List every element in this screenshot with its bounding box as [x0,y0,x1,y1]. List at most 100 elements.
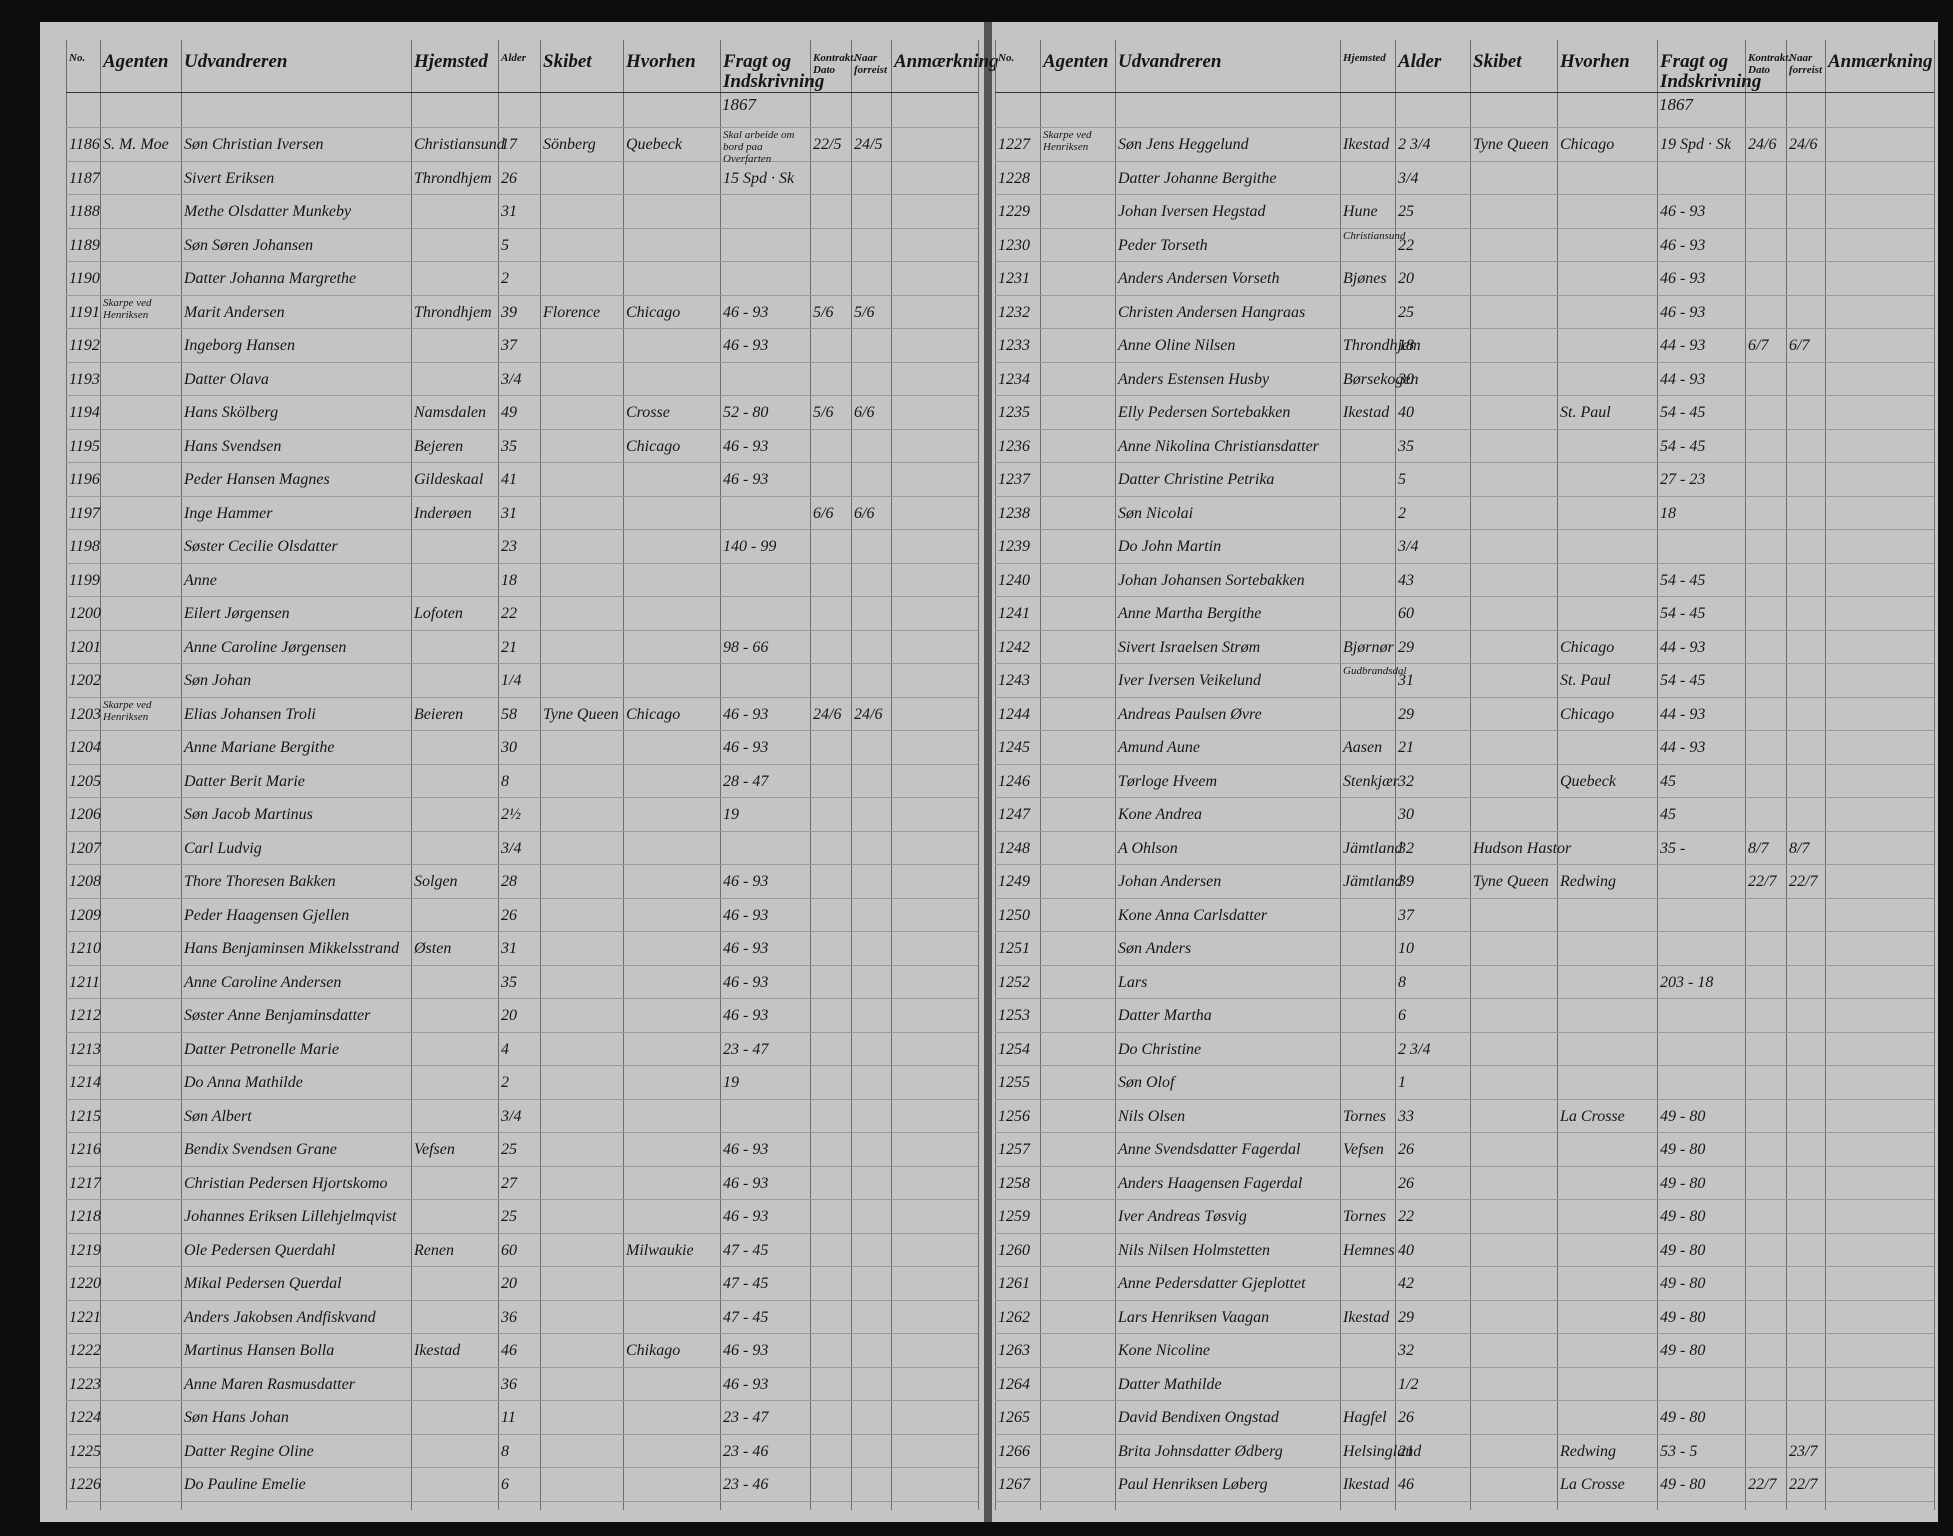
cell-age: 49 [501,404,517,421]
cell-emigrant: David Bendixen Ongstad [1118,1409,1279,1426]
cell-age: 26 [501,169,517,187]
cell-home: Ikestad [1343,1476,1390,1493]
cell-age: 22 [501,605,517,622]
column-rule [100,40,101,1510]
cell-home: Throndhjem [414,303,492,321]
column-rule [1745,40,1746,1510]
cell-emigrant: Lars Henriksen Vaagan [1118,1308,1270,1326]
column-rule [1825,40,1826,1510]
cell-age: 35 [1398,437,1414,455]
cell-no: 1224 [69,1409,101,1426]
cell-age: 22 [1398,1208,1414,1225]
column-rule [1470,40,1471,1510]
cell-age: 32 [1398,772,1414,790]
cell-age: 36 [501,1308,517,1326]
row-rule [995,629,1934,631]
cell-fare: 47 - 45 [723,1308,769,1326]
cell-contract: 6/7 [1748,337,1769,354]
row-rule [66,1065,978,1066]
row-rule [66,261,978,262]
cell-no: 1243 [998,672,1030,689]
row-rule [66,495,978,497]
row-rule [66,730,978,731]
column-header: Fragt og Indskrivning [723,51,825,92]
row-rule [66,1232,978,1234]
row-rule [66,1199,978,1200]
cell-home: Hagfel [1343,1409,1387,1426]
row-rule [66,897,978,899]
cell-no: 1245 [998,739,1030,756]
cell-no: 1241 [998,605,1030,622]
cell-emigrant: Datter Regine Oline [184,1442,314,1460]
row-rule [995,1299,1934,1301]
cell-no: 1211 [69,973,100,991]
row-rule [66,1500,978,1502]
cell-dest: Redwing [1560,1442,1616,1460]
cell-age: 22 [1398,236,1414,254]
row-rule [66,395,978,396]
cell-age: 33 [1398,1107,1414,1125]
row-rule [66,1098,978,1100]
cell-contract: 22/7 [1748,873,1777,890]
cell-dest: La Crosse [1560,1476,1625,1493]
cell-fare: 49 - 80 [1660,1308,1706,1326]
cell-age: 2½ [501,806,521,823]
row-rule [66,562,978,564]
cell-emigrant: Carl Ludvig [184,839,262,857]
row-rule [66,529,978,530]
cell-emigrant: Iver Iversen Veikelund [1118,672,1262,689]
cell-home: Solgen [414,873,458,890]
cell-emigrant: Do Christine [1118,1040,1202,1058]
cell-emigrant: Brita Johnsdatter Ødberg [1118,1442,1283,1460]
cell-emigrant: Søn Søren Johansen [184,236,314,254]
cell-fare: 49 - 80 [1660,1174,1706,1192]
cell-age: 37 [501,337,517,354]
row-rule [66,127,978,128]
cell-fare: 45 [1660,806,1676,823]
cell-home: Aasen [1343,739,1383,756]
cell-age: 8 [1398,973,1406,991]
row-rule [66,227,978,229]
cell-no: 1186 [69,136,100,153]
cell-departed: 22/7 [1789,873,1818,890]
row-rule [66,1333,978,1334]
cell-no: 1234 [998,370,1030,388]
cell-age: 10 [1398,940,1414,957]
cell-no: 1221 [69,1308,101,1326]
cell-emigrant: Datter Christine Petrika [1118,471,1275,488]
cell-emigrant: Datter Martha [1118,1007,1212,1024]
cell-no: 1223 [69,1375,101,1393]
cell-age: 5 [1398,471,1406,488]
cell-home: Vefsen [1343,1141,1384,1158]
cell-no: 1213 [69,1040,101,1058]
cell-no: 1226 [69,1476,101,1493]
cell-age: 18 [1398,337,1414,354]
cell-home: Tornes [1343,1107,1386,1125]
row-rule [995,294,1934,296]
cell-emigrant: Iver Andreas Tøsvig [1118,1208,1247,1225]
cell-home: Ikestad [1343,136,1390,153]
cell-fare: 47 - 45 [723,1275,769,1292]
cell-emigrant: Sivert Eriksen [184,169,275,187]
cell-home: Christiansund [1343,229,1406,242]
cell-fare: 54 - 45 [1660,672,1706,689]
cell-emigrant: Søn Nicolai [1118,504,1194,522]
row-rule [66,763,978,765]
cell-fare: Skal arbeide om bord paa Overfarten [723,129,795,165]
cell-age: 2 [501,270,509,287]
cell-no: 1266 [998,1442,1030,1460]
cell-home: Ikestad [414,1342,461,1359]
column-rule [66,40,67,1510]
column-header: Hvorhen [626,51,696,72]
cell-emigrant: Nils Olsen [1118,1107,1186,1125]
cell-no: 1261 [998,1275,1030,1292]
cell-dest: Chicago [626,303,681,321]
cell-fare: 46 - 93 [723,1375,769,1393]
cell-fare: 54 - 45 [1660,571,1706,589]
left-page [40,22,988,1522]
cell-emigrant: Peder Hansen Magnes [184,471,330,488]
column-header: No. [998,52,1015,64]
column-header: Udvandreren [1118,51,1222,72]
cell-no: 1265 [998,1409,1030,1426]
cell-no: 1232 [998,303,1030,321]
